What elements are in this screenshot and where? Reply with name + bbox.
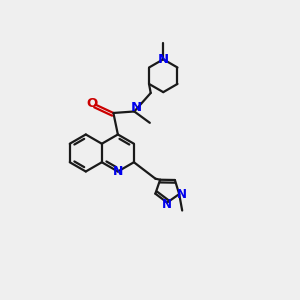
Text: O: O <box>86 97 98 110</box>
Text: N: N <box>162 197 172 211</box>
Text: N: N <box>158 53 169 66</box>
Text: N: N <box>177 188 187 201</box>
Text: N: N <box>113 165 123 178</box>
Text: N: N <box>130 101 142 114</box>
